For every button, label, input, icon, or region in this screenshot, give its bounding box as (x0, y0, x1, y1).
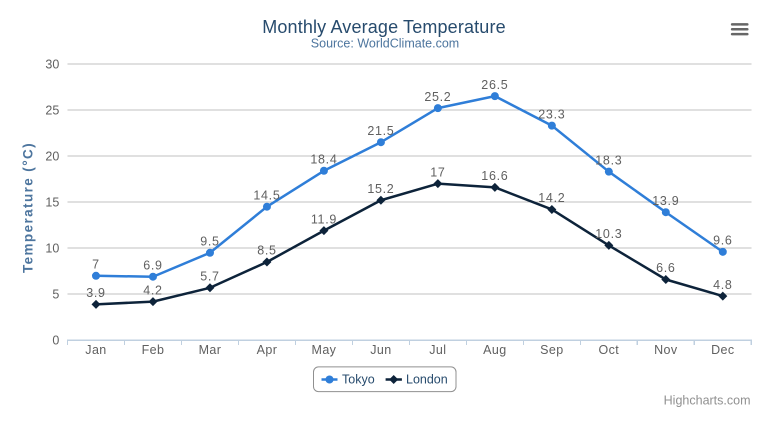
svg-text:Aug: Aug (483, 343, 506, 357)
svg-text:18.3: 18.3 (595, 153, 622, 167)
svg-text:4.8: 4.8 (713, 278, 732, 292)
svg-text:Dec: Dec (711, 343, 734, 357)
svg-text:25: 25 (45, 103, 59, 117)
svg-text:5.7: 5.7 (200, 269, 219, 283)
svg-text:3.9: 3.9 (86, 286, 105, 300)
svg-text:6.9: 6.9 (143, 258, 162, 272)
svg-text:London: London (406, 373, 448, 387)
svg-text:Apr: Apr (257, 343, 278, 357)
svg-text:Feb: Feb (142, 343, 165, 357)
svg-text:0: 0 (52, 334, 59, 348)
svg-text:Tokyo: Tokyo (342, 373, 375, 387)
svg-text:14.5: 14.5 (253, 188, 280, 202)
svg-text:10.3: 10.3 (595, 227, 622, 241)
svg-text:Oct: Oct (599, 343, 620, 357)
svg-text:30: 30 (45, 57, 59, 71)
svg-text:Sep: Sep (540, 343, 563, 357)
svg-text:Mar: Mar (199, 343, 222, 357)
svg-text:23.3: 23.3 (538, 107, 565, 121)
svg-text:17: 17 (430, 165, 445, 179)
svg-text:7: 7 (92, 258, 100, 272)
svg-text:Jun: Jun (370, 343, 391, 357)
svg-text:4.2: 4.2 (143, 283, 162, 297)
svg-text:Jul: Jul (429, 343, 446, 357)
svg-text:13.9: 13.9 (652, 194, 679, 208)
svg-text:Source: WorldClimate.com: Source: WorldClimate.com (311, 36, 459, 50)
svg-text:10: 10 (45, 242, 59, 256)
svg-text:16.6: 16.6 (481, 169, 508, 183)
svg-text:9.5: 9.5 (200, 234, 219, 248)
svg-text:21.5: 21.5 (367, 124, 394, 138)
svg-text:20: 20 (45, 149, 59, 163)
svg-text:5: 5 (52, 288, 59, 302)
svg-text:18.4: 18.4 (310, 152, 337, 166)
svg-text:Highcharts.com: Highcharts.com (664, 393, 751, 407)
svg-text:Jan: Jan (85, 343, 106, 357)
svg-text:Temperature (°C): Temperature (°C) (20, 142, 35, 273)
svg-text:25.2: 25.2 (424, 90, 451, 104)
svg-text:8.5: 8.5 (257, 244, 276, 258)
svg-text:26.5: 26.5 (481, 78, 508, 92)
svg-text:15.2: 15.2 (367, 182, 394, 196)
svg-text:14.2: 14.2 (538, 191, 565, 205)
svg-text:11.9: 11.9 (311, 212, 337, 226)
svg-text:Nov: Nov (654, 343, 678, 357)
svg-text:15: 15 (45, 195, 59, 209)
svg-text:9.6: 9.6 (713, 234, 732, 248)
svg-text:6.6: 6.6 (656, 261, 675, 275)
svg-text:May: May (312, 343, 337, 357)
svg-text:Monthly Average Temperature: Monthly Average Temperature (262, 17, 506, 37)
